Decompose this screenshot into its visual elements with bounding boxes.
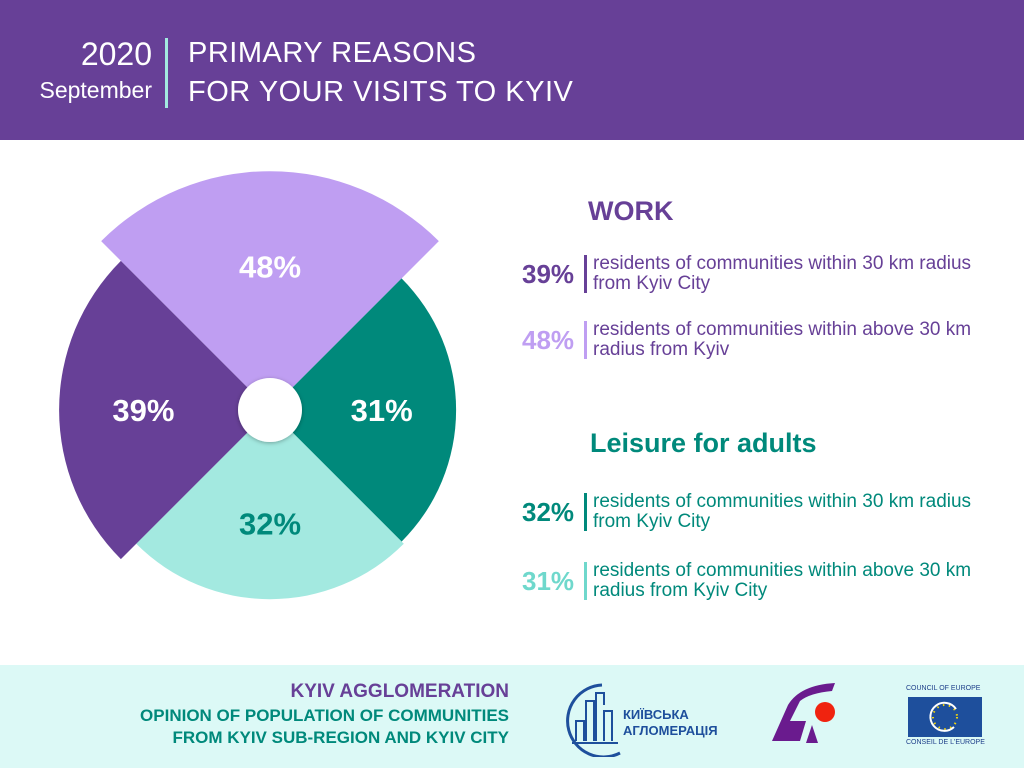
header-divider bbox=[165, 38, 168, 108]
chart-data-label: 39% bbox=[112, 393, 174, 428]
leisure-heading: Leisure for adults bbox=[590, 428, 817, 458]
header: 2020 September PRIMARY REASONS FOR YOUR … bbox=[0, 0, 1024, 140]
footer-line1: KYIV AGGLOMERATION bbox=[290, 681, 510, 702]
legend-bar bbox=[584, 321, 587, 359]
chart-data-label: 32% bbox=[239, 507, 301, 542]
legend-pct: 48% bbox=[522, 324, 575, 355]
work-heading: WORK bbox=[588, 196, 674, 226]
page-title-line1: PRIMARY REASONS bbox=[188, 37, 477, 69]
chart-wedge bbox=[270, 278, 457, 542]
legend-bar bbox=[584, 255, 587, 293]
chart-center-hub bbox=[238, 378, 302, 442]
footer-line3: FROM KYIV SUB-REGION AND KYIV CITY bbox=[172, 728, 509, 747]
polar-area-chart: 48% 31% 32% 39% bbox=[59, 171, 457, 600]
legend-row: 31% residents of communities within abov… bbox=[522, 561, 993, 601]
legend-row: 48% residents of communities within abov… bbox=[522, 320, 993, 360]
kyiv-logo-text2: АГЛОМЕРАЦІЯ bbox=[623, 723, 718, 738]
chart-data-label: 48% bbox=[239, 250, 301, 285]
month: September bbox=[39, 77, 152, 103]
coe-bottom-text: CONSEIL DE L'EUROPE bbox=[906, 739, 985, 746]
legend-text: residents of communities within above 30… bbox=[593, 319, 972, 360]
legend-text: residents of communities within 30 km ra… bbox=[593, 491, 972, 532]
footer: KYIV AGGLOMERATION OPINION OF POPULATION… bbox=[0, 665, 1024, 768]
kyiv-agglomeration-logo bbox=[566, 683, 621, 757]
legend-text: residents of communities within above 30… bbox=[593, 560, 972, 601]
chart-wedge bbox=[136, 410, 404, 600]
council-of-europe-logo bbox=[908, 697, 982, 737]
chart-wedge bbox=[59, 260, 270, 560]
legend-pct: 32% bbox=[522, 496, 575, 527]
legend-text: residents of communities within 30 km ra… bbox=[593, 253, 972, 294]
partner-logo bbox=[772, 683, 835, 743]
legend-row: 39% residents of communities within 30 k… bbox=[522, 254, 993, 294]
legend-pct: 31% bbox=[522, 565, 575, 596]
page-title-line2: FOR YOUR VISITS TO KYIV bbox=[188, 76, 574, 108]
legend-bar bbox=[584, 493, 587, 531]
footer-line2: OPINION OF POPULATION OF COMMUNITIES bbox=[140, 706, 509, 725]
coe-top-text: COUNCIL OF EUROPE bbox=[906, 685, 981, 692]
legend-bar bbox=[584, 562, 587, 600]
legend-row: 32% residents of communities within 30 k… bbox=[522, 492, 993, 532]
kyiv-logo-text1: КИЇВСЬКА bbox=[623, 707, 689, 722]
chart-wedge bbox=[101, 171, 439, 410]
chart-data-label: 31% bbox=[351, 393, 413, 428]
legend-pct: 39% bbox=[522, 258, 575, 289]
year: 2020 bbox=[80, 36, 152, 72]
